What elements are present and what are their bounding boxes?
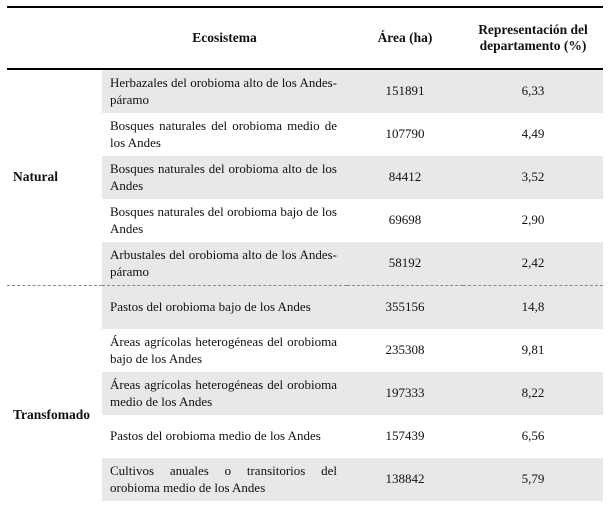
ecosystem-cell: Pastos del orobioma alto de los Andes — [102, 501, 347, 509]
group-natural: Natural Herbazales del orobioma alto de … — [7, 69, 603, 286]
ecosystem-cell: Bosques naturales del orobioma alto de l… — [102, 156, 347, 199]
header-row: Ecosistema Área (ha) Representación del … — [7, 7, 603, 70]
area-cell: 107790 — [347, 113, 463, 156]
area-cell: 84412 — [347, 156, 463, 199]
table-header: Ecosistema Área (ha) Representación del … — [7, 7, 603, 70]
header-representation: Representación del departamento (%) — [463, 7, 603, 70]
pct-cell: 2,90 — [463, 199, 603, 242]
area-cell: 355156 — [347, 285, 463, 329]
header-ecosystem: Ecosistema — [102, 7, 347, 70]
table-row: Cultivos anuales o transitorios del orob… — [7, 458, 603, 501]
ecosystem-cell: Pastos del orobioma medio de los Andes — [102, 415, 347, 458]
header-group-empty — [7, 7, 102, 70]
table-row: Arbustales del orobioma alto de los Ande… — [7, 242, 603, 286]
pct-cell: 9,81 — [463, 329, 603, 372]
table-row: Pastos del orobioma medio de los Andes 1… — [7, 415, 603, 458]
ecosystem-cell: Arbustales del orobioma alto de los Ande… — [102, 242, 347, 286]
ecosystem-cell: Herbazales del orobioma alto de los Ande… — [102, 69, 347, 113]
table-row: Bosques naturales del orobioma medio de … — [7, 113, 603, 156]
ecosystem-cell: Pastos del orobioma bajo de los Andes — [102, 285, 347, 329]
area-cell: 235308 — [347, 329, 463, 372]
area-cell: 197333 — [347, 372, 463, 415]
group-label-transformed: Transfomado — [7, 285, 102, 509]
table-row: Bosques naturales del orobioma bajo de l… — [7, 199, 603, 242]
table-row: Áreas agrícolas heterogéneas del orobiom… — [7, 329, 603, 372]
pct-cell: 3,52 — [463, 156, 603, 199]
area-cell: 138842 — [347, 458, 463, 501]
area-cell: 58192 — [347, 242, 463, 286]
pct-cell: 8,22 — [463, 372, 603, 415]
group-label-natural: Natural — [7, 69, 102, 286]
table-row: Pastos del orobioma alto de los Andes 12… — [7, 501, 603, 509]
group-transformed: Transfomado Pastos del orobioma bajo de … — [7, 285, 603, 509]
pct-cell: 2,42 — [463, 242, 603, 286]
pct-cell: 5,79 — [463, 458, 603, 501]
table-row: Transfomado Pastos del orobioma bajo de … — [7, 285, 603, 509]
area-cell: 124828 — [347, 501, 463, 509]
area-cell: 69698 — [347, 199, 463, 242]
pct-cell: 14,8 — [463, 285, 603, 329]
table-row: Natural Herbazales del orobioma alto de … — [7, 69, 603, 286]
table-row: Bosques naturales del orobioma alto de l… — [7, 156, 603, 199]
pct-cell: 6,33 — [463, 69, 603, 113]
pct-cell: 4,49 — [463, 113, 603, 156]
ecosystems-table: Ecosistema Área (ha) Representación del … — [7, 6, 603, 509]
area-cell: 151891 — [347, 69, 463, 113]
ecosystem-cell: Bosques naturales del orobioma bajo de l… — [102, 199, 347, 242]
pct-cell: 5,20 — [463, 501, 603, 509]
area-cell: 157439 — [347, 415, 463, 458]
ecosystem-cell: Áreas agrícolas heterogéneas del orobiom… — [102, 372, 347, 415]
table-row: Áreas agrícolas heterogéneas del orobiom… — [7, 372, 603, 415]
ecosystem-cell: Bosques naturales del orobioma medio de … — [102, 113, 347, 156]
pct-cell: 6,56 — [463, 415, 603, 458]
ecosystem-cell: Áreas agrícolas heterogéneas del orobiom… — [102, 329, 347, 372]
ecosystem-cell: Cultivos anuales o transitorios del orob… — [102, 458, 347, 501]
header-area: Área (ha) — [347, 7, 463, 70]
